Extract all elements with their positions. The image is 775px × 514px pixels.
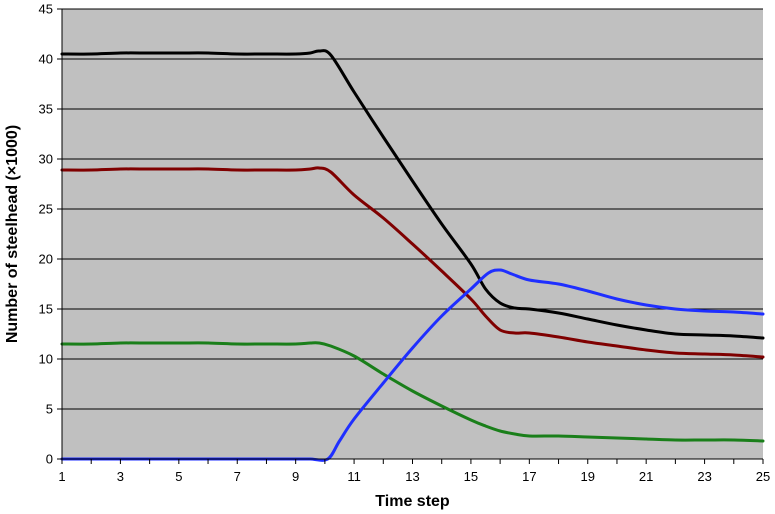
y-tick-label: 30 xyxy=(39,152,53,167)
x-tick-label: 23 xyxy=(697,469,711,484)
x-tick-label: 13 xyxy=(405,469,419,484)
y-tick-label: 0 xyxy=(46,452,53,467)
x-tick-label: 17 xyxy=(522,469,536,484)
y-tick-label: 5 xyxy=(46,402,53,417)
y-tick-label: 15 xyxy=(39,302,53,317)
x-tick-label: 21 xyxy=(639,469,653,484)
y-tick-label: 35 xyxy=(39,102,53,117)
plot-area xyxy=(62,9,763,459)
x-tick-label: 25 xyxy=(756,469,770,484)
grid-lines xyxy=(62,8,763,410)
x-tick-label: 5 xyxy=(175,469,182,484)
y-tick-label: 45 xyxy=(39,2,53,17)
axes xyxy=(57,8,764,464)
x-tick-label: 7 xyxy=(234,469,241,484)
y-axis-title: Number of steelhead (×1000) xyxy=(4,125,21,343)
y-tick-label: 20 xyxy=(39,252,53,267)
x-axis-title: Time step xyxy=(375,493,450,510)
series-line-3 xyxy=(60,341,765,443)
x-tick-label: 19 xyxy=(581,469,595,484)
x-tick-label: 3 xyxy=(117,469,124,484)
x-tick-label: 15 xyxy=(464,469,478,484)
y-tick-label: 40 xyxy=(39,52,53,67)
y-tick-label: 25 xyxy=(39,202,53,217)
x-tick-label: 1 xyxy=(58,469,65,484)
series-line-1 xyxy=(60,49,765,340)
x-tick-label: 9 xyxy=(292,469,299,484)
series-layer xyxy=(60,49,765,462)
x-tick-label: 11 xyxy=(347,469,361,484)
series-line-2 xyxy=(60,166,765,359)
y-tick-label: 10 xyxy=(39,352,53,367)
